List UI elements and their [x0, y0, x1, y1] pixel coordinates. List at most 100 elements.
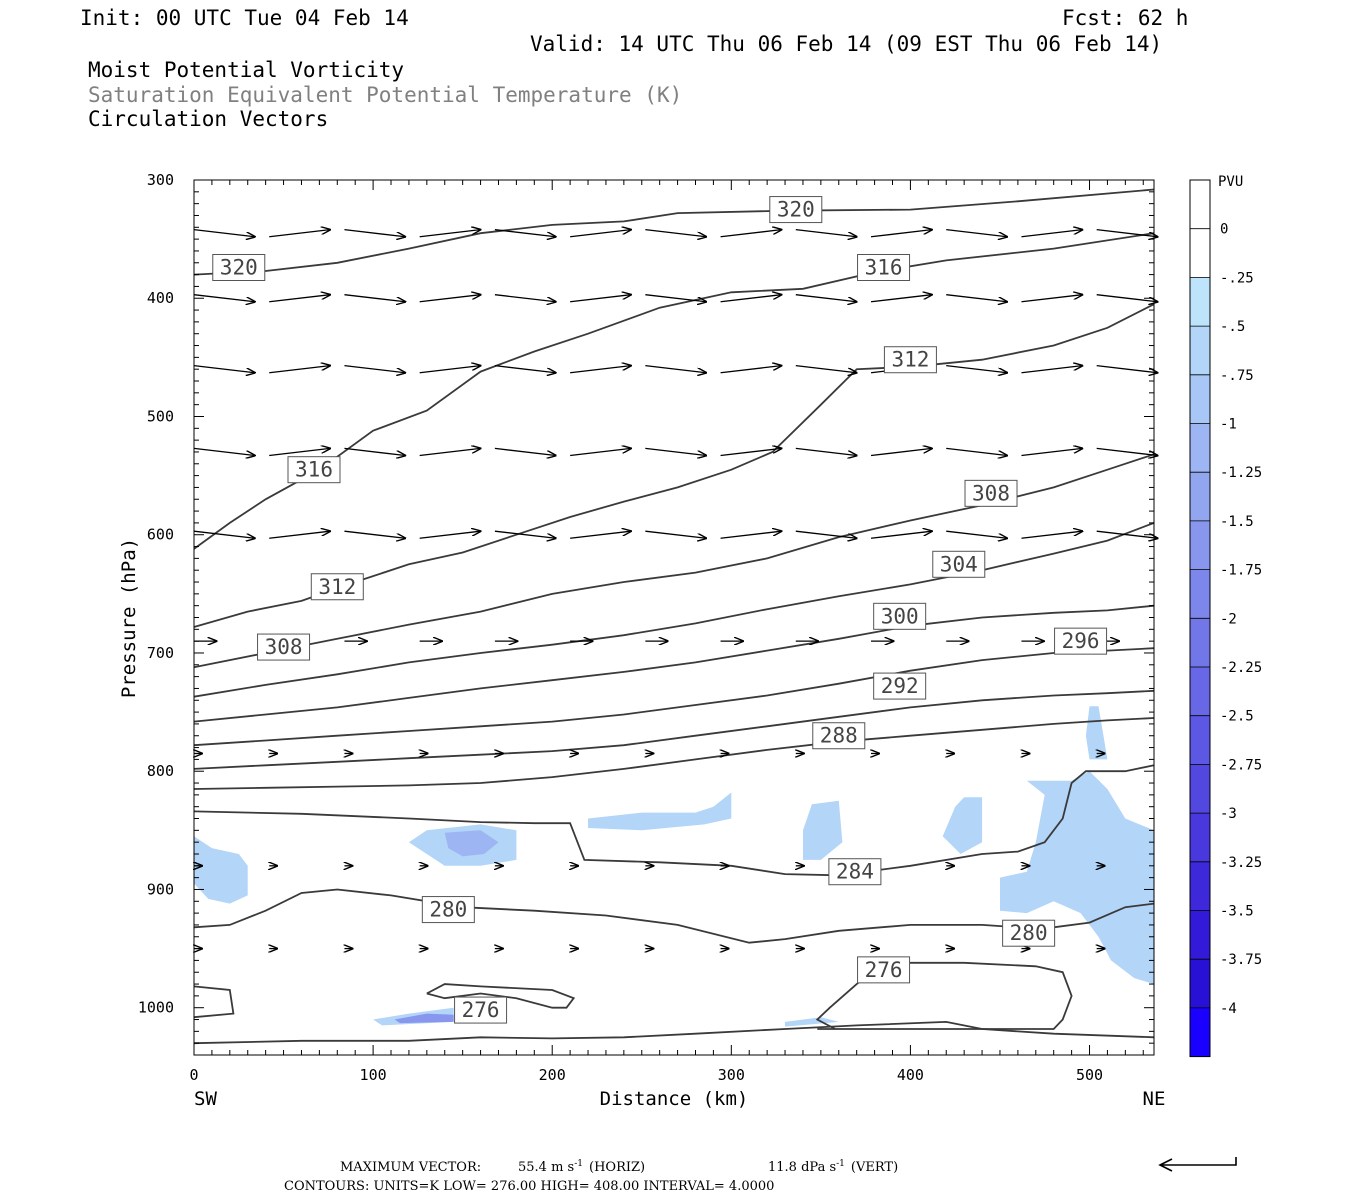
- circulation-vector: [344, 294, 405, 302]
- circulation-vector: [946, 447, 1007, 455]
- contour-label-box: [287, 456, 341, 484]
- circulation-vector: [795, 447, 857, 455]
- circulation-vector: [870, 230, 932, 238]
- sw-end-label: SW: [194, 1088, 217, 1110]
- colorbar-label: -3.25: [1220, 855, 1262, 871]
- circulation-vector: [720, 295, 782, 303]
- circulation-vector: [795, 364, 857, 373]
- y-tick-label: 400: [147, 289, 174, 307]
- colorbar-label: -2: [1220, 611, 1237, 627]
- colorbar-label: -1.75: [1220, 563, 1262, 579]
- contour-label: 308: [265, 635, 303, 659]
- contour-label-box: [769, 196, 823, 224]
- theta-es-line-284: [193, 764, 1155, 877]
- contour-label-box: [857, 254, 911, 281]
- colorbar-swatch: [1190, 326, 1210, 375]
- circulation-vector: [419, 230, 481, 238]
- circulation-vector: [645, 530, 706, 538]
- colorbar-label: -3.5: [1220, 904, 1254, 920]
- contour-label: 288: [820, 724, 858, 748]
- contour-label: 276: [462, 998, 500, 1022]
- x-tick-label: 100: [360, 1066, 387, 1084]
- contour-label-box: [857, 956, 911, 984]
- contour-label: 312: [891, 348, 929, 372]
- theta-es-line-300: [193, 604, 1155, 723]
- contour-label: 320: [777, 198, 815, 222]
- colorbar-swatch: [1190, 228, 1210, 278]
- circulation-vector: [795, 229, 857, 237]
- max-vector-label: MAXIMUM VECTOR:: [340, 1160, 481, 1175]
- circulation-vector: [946, 229, 1007, 237]
- circulation-vector: [1096, 530, 1158, 538]
- circulation-vector: [344, 364, 405, 373]
- colorbar-label: -2.75: [1220, 757, 1262, 773]
- circulation-vector: [870, 531, 932, 539]
- mpv-shade-region: [785, 1017, 839, 1027]
- circulation-vector: [1021, 448, 1082, 457]
- theta-es-line-276: [193, 985, 235, 1019]
- colorbar-label: -2.5: [1220, 709, 1254, 725]
- circulation-vectors: [194, 230, 1157, 949]
- circulation-vector: [1096, 364, 1158, 373]
- circulation-vector: [419, 531, 481, 539]
- contour-label: 276: [865, 958, 903, 982]
- circulation-vector: [946, 530, 1007, 538]
- circulation-vector: [946, 364, 1007, 373]
- forecast-hour-label: Fcst: 62 h: [1062, 6, 1188, 30]
- contour-label-box: [812, 722, 866, 750]
- contour-info: CONTOURS: UNITS=K LOW= 276.00 HIGH= 408.…: [284, 1179, 774, 1194]
- contour-label: 300: [881, 604, 919, 628]
- circulation-vector: [870, 295, 932, 303]
- y-tick-label: 800: [147, 762, 174, 780]
- y-axis-title: Pressure (hPa): [118, 538, 140, 698]
- mpv-shading: [194, 706, 1154, 1027]
- colorbar-swatch: [1190, 667, 1210, 716]
- y-tick-label: 700: [147, 644, 174, 662]
- contour-label-box: [212, 254, 266, 281]
- colorbar-swatch: [1190, 520, 1210, 570]
- circulation-vector: [570, 230, 631, 238]
- contour-label-box: [421, 896, 475, 924]
- mpv-shade-region: [942, 797, 983, 854]
- circulation-vector: [946, 294, 1007, 302]
- circulation-vector: [193, 364, 255, 373]
- circulation-vector: [269, 230, 330, 238]
- circulation-vector: [419, 366, 481, 374]
- theta-es-contours: [193, 188, 1155, 1045]
- circulation-vector: [494, 364, 556, 373]
- y-tick-label: 900: [147, 880, 174, 898]
- colorbar-label: -3: [1220, 806, 1237, 822]
- colorbar-unit: PVU: [1218, 174, 1243, 190]
- circulation-vector: [1021, 531, 1082, 539]
- colorbar-swatch: [1190, 1007, 1210, 1057]
- contour-label: 304: [940, 552, 978, 576]
- colorbar-label: -1.5: [1220, 514, 1254, 530]
- circulation-vector: [795, 294, 857, 302]
- max-vector-horizontal: 55.4 m s-1 (HORIZ): [518, 1159, 645, 1175]
- circulation-vector: [570, 366, 631, 374]
- circulation-vector: [344, 229, 405, 237]
- circulation-vector: [193, 229, 255, 237]
- field-title-vectors: Circulation Vectors: [88, 107, 328, 131]
- mpv-shade-region: [803, 800, 843, 860]
- colorbar-label: -2.25: [1220, 660, 1262, 676]
- theta-es-line-316: [193, 232, 1155, 550]
- colorbar-label: -.25: [1220, 270, 1254, 286]
- circulation-vector: [1021, 295, 1082, 303]
- x-tick-label: 200: [539, 1066, 566, 1084]
- ne-end-label: NE: [1143, 1088, 1166, 1110]
- colorbar-swatch: [1190, 423, 1210, 473]
- y-tick-label: 1000: [138, 999, 174, 1017]
- circulation-vector: [645, 364, 706, 373]
- contour-label-box: [873, 672, 927, 700]
- circulation-vector: [193, 530, 255, 538]
- mpv-shade-region: [588, 792, 732, 831]
- contour-label: 312: [318, 575, 356, 599]
- field-title-mpv: Moist Potential Vorticity: [88, 58, 404, 82]
- circulation-vector: [1021, 230, 1082, 238]
- colorbar-swatch: [1190, 618, 1210, 667]
- circulation-vector: [269, 448, 330, 457]
- theta-es-line-296: [193, 647, 1155, 747]
- contour-label: 280: [1010, 921, 1048, 945]
